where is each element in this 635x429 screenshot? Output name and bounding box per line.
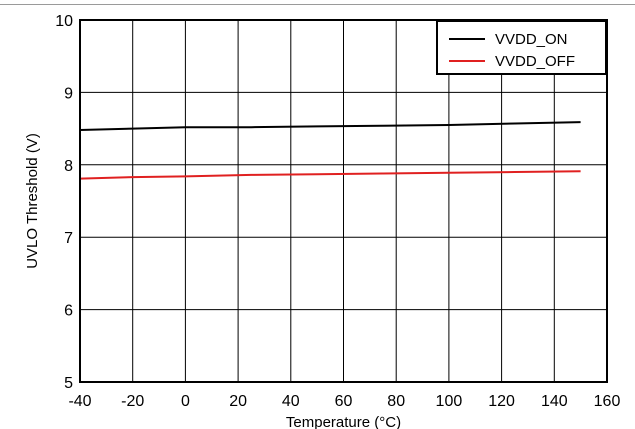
series-line-vvdd-on	[79, 121, 581, 131]
x-tick-label: 160	[594, 393, 621, 410]
x-tick-label: 60	[335, 393, 353, 410]
series-line-vvdd-off	[79, 170, 581, 180]
legend-label: VVDD_ON	[495, 31, 568, 48]
x-tick-label: 120	[488, 393, 515, 410]
y-tick-label: 9	[64, 85, 73, 102]
y-axis-title: UVLO Threshold (V)	[24, 133, 41, 269]
legend: VVDD_ON VVDD_OFF	[436, 20, 607, 75]
series-lines	[79, 121, 581, 180]
y-tick-label: 6	[64, 303, 73, 320]
x-tick-label: 140	[541, 393, 568, 410]
x-tick-label: 100	[436, 393, 463, 410]
x-tick-label: 20	[229, 393, 247, 410]
y-tick-label: 10	[55, 13, 73, 30]
x-tick-label: 0	[181, 393, 190, 410]
x-tick-label: -20	[121, 393, 144, 410]
x-tick-label: 80	[387, 393, 405, 410]
legend-label: VVDD_OFF	[495, 53, 575, 70]
y-tick-label: 7	[64, 230, 73, 247]
plot-area-frame	[79, 19, 608, 383]
x-tick-label: 40	[282, 393, 300, 410]
x-tick-label: -40	[68, 393, 91, 410]
y-tick-labels: 5 6 7 8 9 10	[55, 13, 73, 392]
x-tick-labels: -40 -20 0 20 40 60 80 100 120 140 160	[68, 393, 620, 410]
y-tick-label: 8	[64, 158, 73, 175]
y-tick-label: 5	[64, 375, 73, 392]
legend-box	[436, 20, 607, 75]
x-axis-title: Temperature (°C)	[286, 414, 401, 429]
